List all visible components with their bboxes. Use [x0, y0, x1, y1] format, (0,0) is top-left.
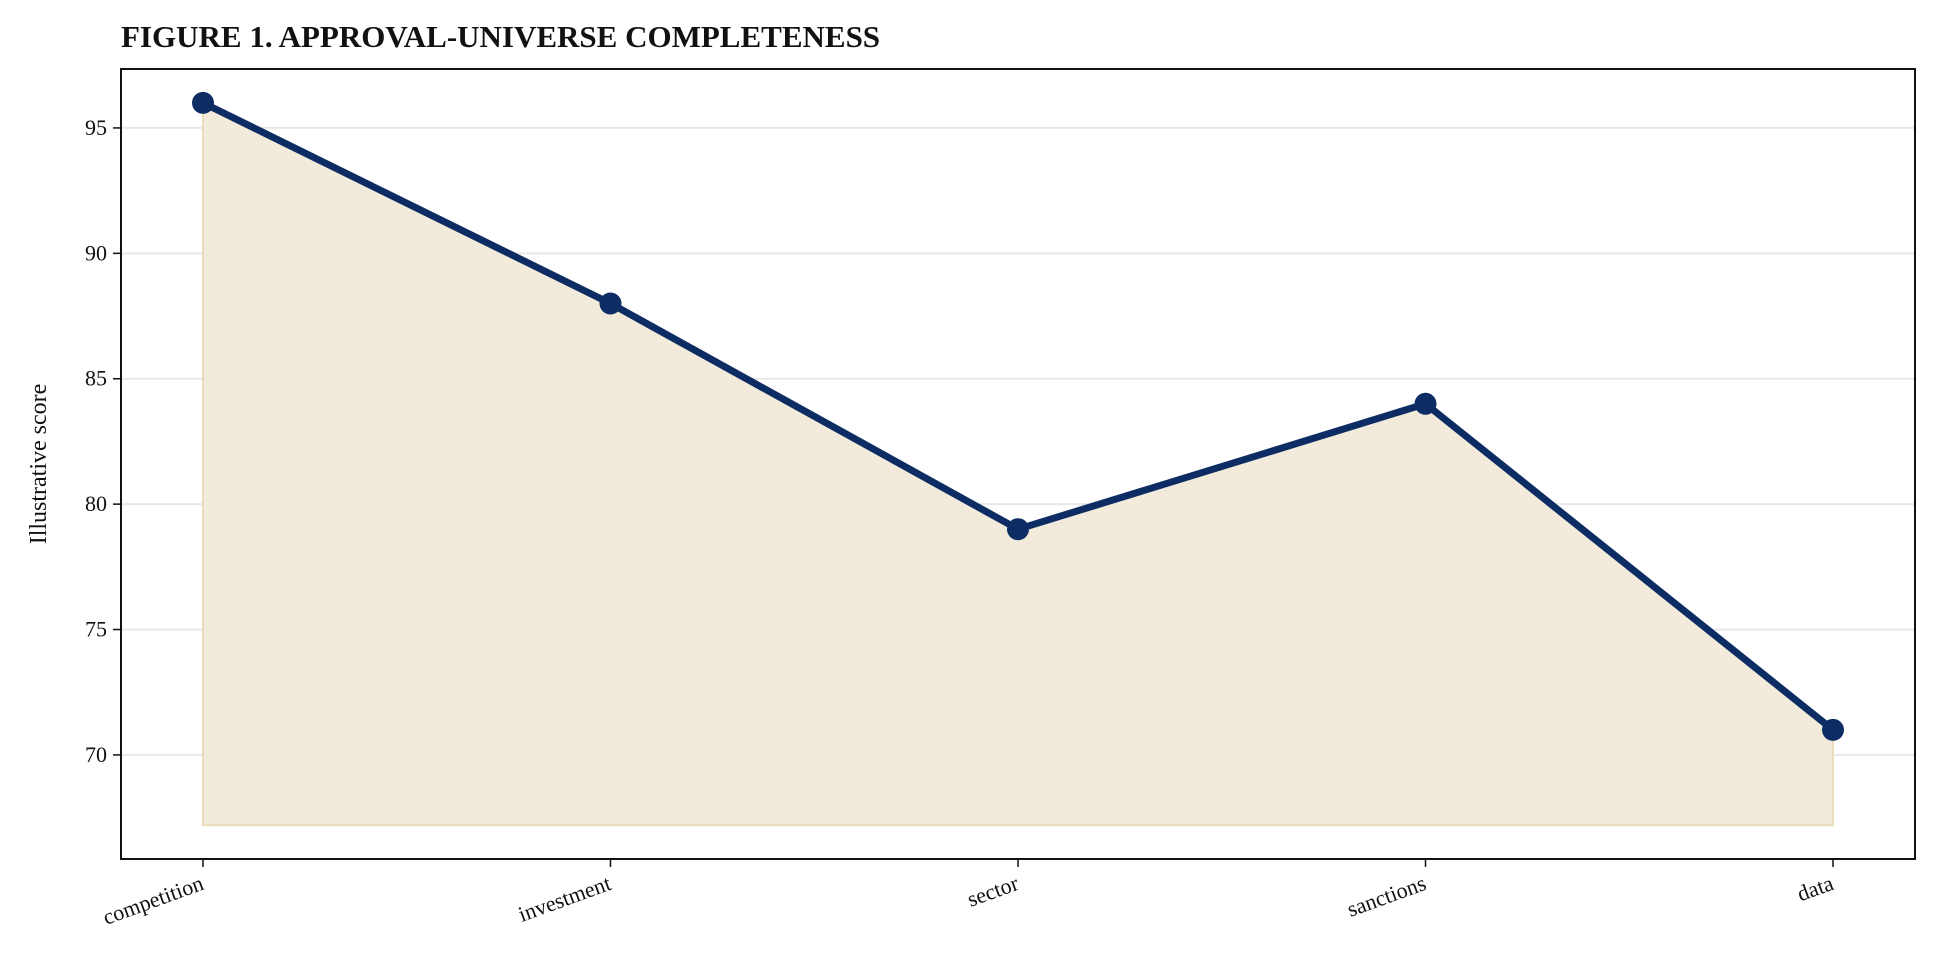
point [599, 292, 622, 315]
point [192, 91, 214, 114]
y-tick-label: 75 [85, 617, 107, 642]
y-tick-label: 95 [85, 115, 107, 140]
y-tick-label: 90 [85, 240, 107, 265]
x-tick-label: sector [964, 870, 1023, 912]
plot-frame [120, 68, 1916, 860]
chart-title: FIGURE 1. APPROVAL-UNIVERSE COMPLETENESS [121, 19, 880, 54]
y-tick-label: 70 [85, 742, 107, 767]
y-tick-label: 85 [85, 366, 107, 391]
point [1007, 518, 1029, 541]
x-tick-label: data [1794, 870, 1837, 906]
area [202, 101, 1834, 827]
y-axis-label: Illustrative score [26, 384, 52, 545]
x-tick-label: competition [99, 870, 206, 929]
y-tick-label: 80 [85, 491, 107, 516]
point [1414, 392, 1437, 415]
point [1822, 718, 1844, 741]
x-tick-label: investment [515, 870, 614, 927]
x-tick-label: sanctions [1344, 870, 1430, 922]
